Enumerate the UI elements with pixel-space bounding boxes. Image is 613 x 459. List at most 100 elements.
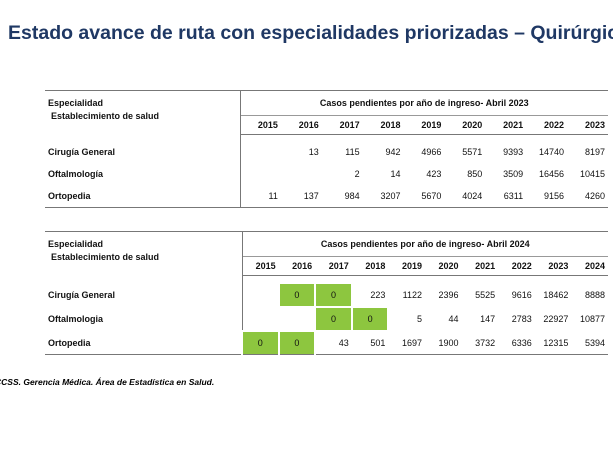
year: 2017: [321, 115, 363, 135]
year: 2023: [567, 115, 608, 135]
year: 2022: [498, 256, 535, 276]
cell: 1900: [424, 331, 462, 355]
spacer-row: [45, 275, 608, 284]
cell: 0: [314, 306, 353, 332]
spacer: [45, 275, 243, 283]
header-row: Especialidad Establecimiento de salud Caso…: [45, 231, 608, 276]
cell: 2: [354, 169, 360, 179]
cell: 147: [480, 314, 496, 324]
cell: 501: [351, 331, 389, 355]
year: 2015: [240, 115, 281, 135]
cell: 1122: [402, 290, 422, 300]
year: 2019: [403, 115, 445, 135]
caption: Casos pendientes por año de ingreso- Abr…: [242, 231, 608, 257]
cell: [242, 283, 279, 307]
row-name: Cirugía General: [45, 141, 241, 163]
year: 2020: [424, 256, 462, 276]
data-row: Ortopedia 11 137 984 3207 5670 4024 6311 9156 426…: [45, 185, 608, 208]
cell: 14: [390, 169, 401, 179]
cell: 3207: [362, 185, 404, 208]
cell: 4024: [444, 185, 486, 208]
spacer: [45, 134, 241, 141]
cell: 5: [416, 314, 422, 324]
cell: 18462: [543, 290, 569, 300]
cell: 13: [308, 147, 319, 157]
cell: 12315: [534, 331, 572, 355]
cell: 137: [280, 185, 322, 208]
cell: 423: [426, 169, 442, 179]
year-row: 2015 2016 2017 2018 2019 2020 2021 2022 2023: [45, 115, 608, 135]
year: 2024: [571, 256, 608, 276]
cell: 22927: [543, 314, 569, 324]
spacer: [242, 276, 608, 284]
cell: 4966: [421, 147, 442, 157]
cell: 8197: [584, 147, 605, 157]
cell: 11: [240, 185, 281, 208]
table: Especialidad Establecimiento de salud Caso…: [45, 90, 608, 208]
row-name: Ortopedia: [45, 331, 243, 355]
cell: 0: [277, 282, 317, 308]
cell: 2396: [438, 290, 459, 300]
cell: 5571: [462, 147, 483, 157]
cell: [242, 307, 279, 331]
header-left: Especialidad Establecimiento de salud: [45, 231, 243, 276]
year: 2022: [526, 115, 567, 135]
cell: 6336: [498, 331, 535, 355]
cell: 8888: [584, 290, 605, 300]
year: 2017: [315, 256, 352, 276]
year: 2021: [485, 115, 527, 135]
cell: 5670: [403, 185, 445, 208]
cell: 984: [321, 185, 363, 208]
cell: 0: [277, 330, 317, 355]
data-row: Cirugía General 13 115 942 4966 5571 9393 14740…: [45, 141, 608, 163]
header-left: Especialidad Establecimiento de salud: [45, 90, 241, 135]
cell: [281, 163, 322, 185]
cell: [279, 307, 316, 331]
year: 2018: [362, 115, 404, 135]
cell: 4260: [567, 185, 608, 208]
cell: 5394: [571, 331, 608, 355]
cell: 942: [385, 147, 401, 157]
year: 2023: [534, 256, 572, 276]
year: 2021: [461, 256, 499, 276]
row-name: Oftalmología: [45, 163, 241, 185]
cell: 5525: [475, 290, 496, 300]
year: 2019: [388, 256, 425, 276]
year: 2016: [278, 256, 316, 276]
cell: 2783: [511, 314, 532, 324]
cell: 0: [350, 306, 390, 332]
data-row: Ortopedia 0 0 43 501 1697 1900 3732 6336 12315 539…: [45, 330, 608, 355]
cell: 9393: [503, 147, 524, 157]
header-left-label: Especialidad: [48, 239, 104, 249]
cell: 0: [241, 330, 280, 355]
title: Estado avance de ruta con especialidades…: [8, 22, 613, 44]
data-row: Cirugía General 0 0 223 1122 2396 5525 9616 1846…: [45, 282, 608, 308]
cell: 9616: [511, 290, 532, 300]
cell: 16456: [538, 169, 564, 179]
row-name: Ortopedia: [45, 185, 241, 208]
row-name: Cirugía General: [45, 283, 243, 307]
caption: Casos pendientes por año de ingreso- Abr…: [240, 90, 608, 116]
footer: CCSS. Gerencia Médica. Área de Estadísti…: [0, 377, 215, 387]
header-left-label: Establecimiento de salud: [51, 252, 160, 262]
cell: 10877: [579, 314, 605, 324]
cell: 115: [345, 147, 360, 157]
spacer-row: [45, 134, 608, 141]
table: Especialidad Establecimiento de salud Caso…: [45, 231, 608, 355]
cell: 44: [448, 314, 459, 324]
header-row: Especialidad Establecimiento de salud Caso…: [45, 90, 608, 135]
year: 2020: [444, 115, 486, 135]
cell: 9156: [526, 185, 567, 208]
cell: 10415: [579, 169, 605, 179]
cell: 3509: [503, 169, 524, 179]
header-left-label: Establecimiento de salud: [51, 111, 160, 121]
year: 2015: [242, 256, 279, 276]
data-row: Oftalmología 2 14 423 850 3509 16456 10415: [45, 163, 608, 185]
year-row: 2015 2016 2017 2018 2019 2020 2021 2022 2023 2024: [45, 256, 608, 276]
cell: 43: [315, 331, 352, 355]
cell: 850: [467, 169, 483, 179]
year: 2018: [351, 256, 389, 276]
cell: 223: [370, 289, 386, 300]
data-row: Oftalmologia 0 0 5 44 147 2783 22927 10877: [45, 306, 608, 332]
cell: 6311: [485, 185, 527, 208]
